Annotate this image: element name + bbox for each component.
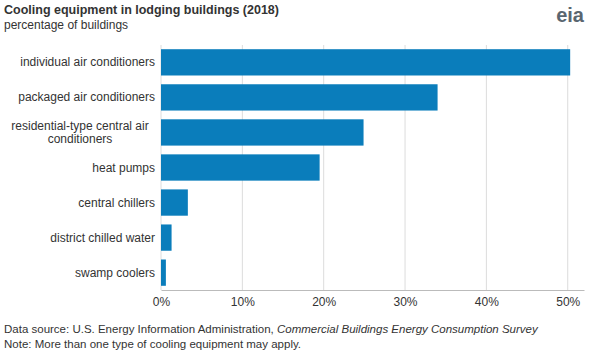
logo: eia [556, 4, 585, 26]
tick-label: 0% [153, 295, 171, 309]
category-labels: individual air conditioners packaged air … [11, 55, 155, 279]
tick-label: 50% [556, 295, 580, 309]
grid-line [486, 45, 487, 290]
grid [161, 45, 568, 290]
bar [161, 84, 438, 110]
axis-line [162, 290, 585, 291]
note: Note: More than one type of cooling equi… [4, 338, 301, 350]
source-text: Data source: U.S. Energy Information Adm… [4, 323, 277, 335]
bar [161, 189, 188, 215]
category-label: packaged air conditioners [18, 90, 155, 104]
tick: 30% [394, 290, 418, 309]
tick: 20% [312, 290, 336, 309]
category-label: heat pumps [92, 161, 155, 175]
tick: 40% [475, 290, 499, 309]
category-label: residential-type central airconditioners [11, 119, 148, 146]
grid-line [567, 45, 568, 290]
chart: Cooling equipment in lodging buildings (… [0, 0, 591, 356]
bars [161, 49, 570, 286]
tick: 10% [231, 290, 255, 309]
bar [161, 260, 166, 286]
category-label: central chillers [78, 196, 155, 210]
source-title: Commercial Buildings Energy Consumption … [277, 323, 539, 335]
category-label: district chilled water [50, 231, 155, 245]
tick: 50% [556, 290, 580, 309]
bar [161, 224, 172, 250]
subtitle: percentage of buildings [4, 18, 128, 32]
category-label: individual air conditioners [20, 55, 155, 69]
category-label: swamp coolers [75, 266, 155, 280]
tick-label: 30% [394, 295, 418, 309]
bar [161, 154, 320, 180]
bar [161, 119, 364, 145]
grid-line [323, 45, 324, 290]
title: Cooling equipment in lodging buildings (… [4, 3, 279, 17]
tick: 0% [153, 290, 171, 309]
source: Data source: U.S. Energy Information Adm… [4, 323, 539, 335]
tick-label: 40% [475, 295, 499, 309]
bar [161, 49, 570, 75]
tick-label: 10% [231, 295, 255, 309]
grid-line [405, 45, 406, 290]
x-axis: 0% 10% 20% 30% 40% 50% [153, 290, 585, 309]
tick-label: 20% [312, 295, 336, 309]
